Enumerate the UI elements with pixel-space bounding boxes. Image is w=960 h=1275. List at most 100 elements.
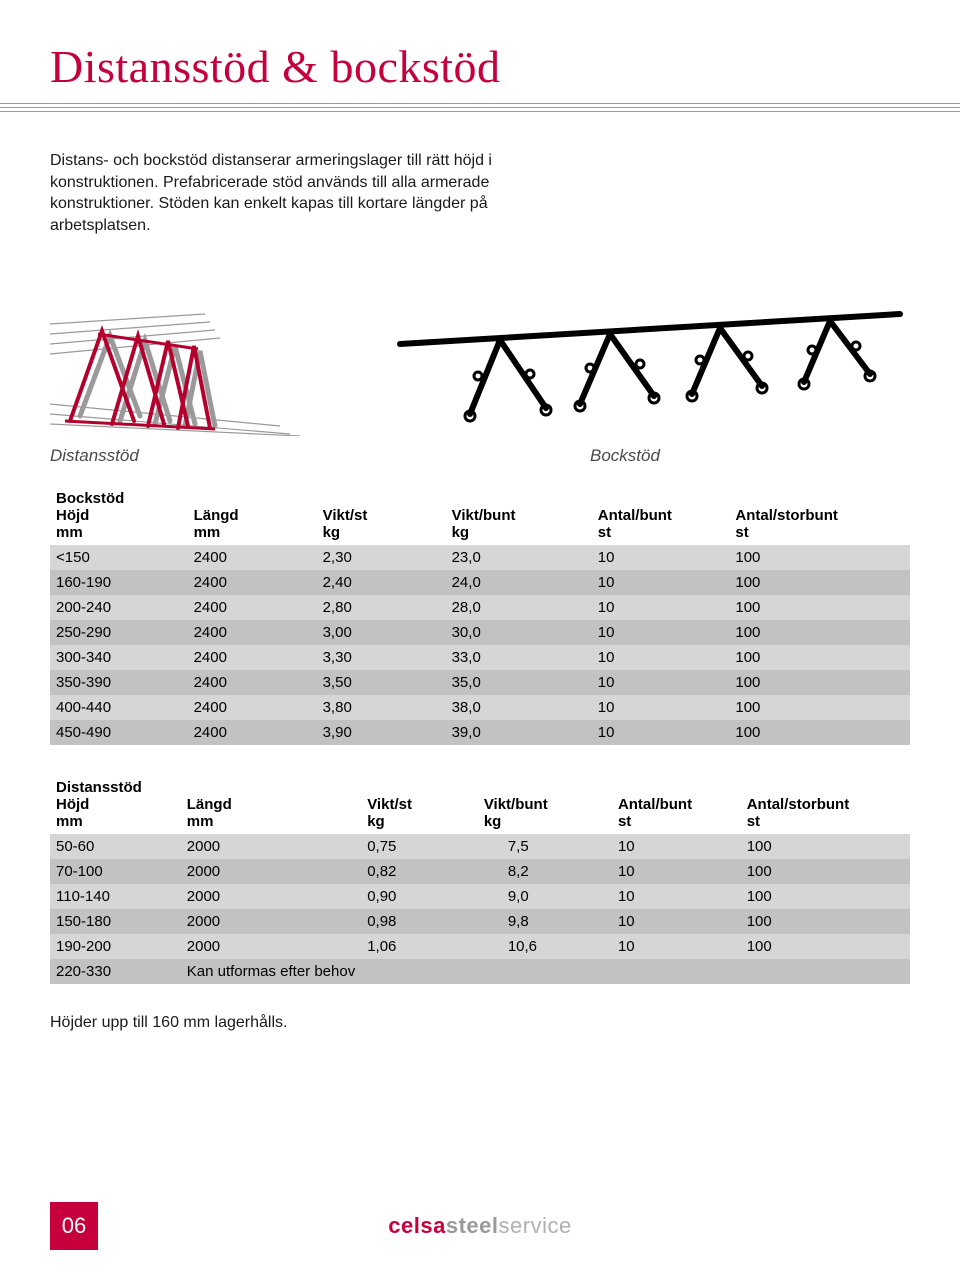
brand-part-3: service [499, 1213, 572, 1238]
table-header: Antal/buntst [612, 775, 741, 834]
table-cell: 2000 [181, 909, 361, 934]
table-header: Vikt/buntkg [478, 775, 612, 834]
table-cell: 100 [729, 620, 910, 645]
table-cell: 2400 [188, 620, 317, 645]
table-cell: 10 [592, 720, 730, 745]
table-cell: 35,0 [446, 670, 592, 695]
table-cell: 38,0 [446, 695, 592, 720]
table-header: Vikt/stkg [361, 775, 478, 834]
table-cell: 100 [729, 720, 910, 745]
table-cell: 10 [612, 859, 741, 884]
distansstod-table: DistansstödHöjdmmLängdmmVikt/stkgVikt/bu… [50, 775, 910, 984]
table-cell: 2400 [188, 570, 317, 595]
table-cell: 8,2 [478, 859, 612, 884]
table-cell: 100 [729, 570, 910, 595]
table-cell: 10,6 [478, 934, 612, 959]
table-cell: 3,30 [317, 645, 446, 670]
brand-logo: celsasteelservice [98, 1213, 960, 1239]
table-row: 450-49024003,9039,010100 [50, 720, 910, 745]
page-number: 06 [50, 1202, 98, 1250]
table-cell: 2000 [181, 934, 361, 959]
table-cell: 160-190 [50, 570, 188, 595]
table-cell: 2400 [188, 670, 317, 695]
table-cell: 24,0 [446, 570, 592, 595]
table-cell: 9,0 [478, 884, 612, 909]
table-cell: 2400 [188, 645, 317, 670]
table-row: 250-29024003,0030,010100 [50, 620, 910, 645]
table-cell: 3,00 [317, 620, 446, 645]
illustration-label-2: Bockstöd [390, 446, 660, 466]
table-cell: 50-60 [50, 834, 181, 859]
table-header: Vikt/stkg [317, 486, 446, 545]
table-cell: 100 [741, 859, 910, 884]
table-row: <15024002,3023,010100 [50, 545, 910, 570]
table-cell: 10 [612, 834, 741, 859]
bockstod-illustration [390, 296, 910, 436]
table-header: Vikt/buntkg [446, 486, 592, 545]
table-cell: 30,0 [446, 620, 592, 645]
table-cell: 10 [592, 595, 730, 620]
brand-part-2: steel [446, 1213, 499, 1238]
table-row: 200-24024002,8028,010100 [50, 595, 910, 620]
table-cell: 200-240 [50, 595, 188, 620]
table-cell: 2000 [181, 884, 361, 909]
table-row: 150-18020000,989,810100 [50, 909, 910, 934]
table-cell: 7,5 [478, 834, 612, 859]
table-row: 400-44024003,8038,010100 [50, 695, 910, 720]
table-row: 190-20020001,0610,610100 [50, 934, 910, 959]
divider-rules [50, 103, 960, 112]
table-cell [612, 959, 741, 984]
table-row: 110-14020000,909,010100 [50, 884, 910, 909]
table-cell [478, 959, 612, 984]
table-header: Antal/storbuntst [741, 775, 910, 834]
table-cell: 3,50 [317, 670, 446, 695]
table-cell: 2,80 [317, 595, 446, 620]
table-cell: 300-340 [50, 645, 188, 670]
table-header: Längdmm [188, 486, 317, 545]
brand-part-1: celsa [388, 1213, 446, 1238]
table-cell: 0,82 [361, 859, 478, 884]
table-cell: 220-330 [50, 959, 181, 984]
table-cell: 39,0 [446, 720, 592, 745]
table-cell: 10 [592, 645, 730, 670]
table-cell: 150-180 [50, 909, 181, 934]
table-header: DistansstödHöjdmm [50, 775, 181, 834]
table-cell: 2400 [188, 695, 317, 720]
table-header: Längdmm [181, 775, 361, 834]
table-row: 220-330Kan utformas efter behov [50, 959, 910, 984]
table-cell: 100 [729, 670, 910, 695]
table-cell: 100 [741, 884, 910, 909]
table-cell: 2,30 [317, 545, 446, 570]
table-cell: 10 [612, 934, 741, 959]
table-cell [741, 959, 910, 984]
table-cell: 10 [592, 545, 730, 570]
table-header: Antal/storbuntst [729, 486, 910, 545]
table-cell: 100 [741, 834, 910, 859]
table-cell: 70-100 [50, 859, 181, 884]
table-cell: 100 [729, 645, 910, 670]
table-cell: <150 [50, 545, 188, 570]
table-cell: 400-440 [50, 695, 188, 720]
table-cell: 28,0 [446, 595, 592, 620]
bockstod-table: BockstödHöjdmmLängdmmVikt/stkgVikt/buntk… [50, 486, 910, 745]
table-cell: 250-290 [50, 620, 188, 645]
table-cell: 10 [612, 909, 741, 934]
table-cell: 10 [592, 695, 730, 720]
table-header: Antal/buntst [592, 486, 730, 545]
table-cell: 3,90 [317, 720, 446, 745]
table-cell: 450-490 [50, 720, 188, 745]
table-cell: 100 [741, 909, 910, 934]
distansstod-illustration [50, 276, 310, 436]
table-cell: 10 [592, 620, 730, 645]
table-cell: 10 [592, 570, 730, 595]
table-row: 160-19024002,4024,010100 [50, 570, 910, 595]
table-cell: 10 [612, 884, 741, 909]
table-cell: 2000 [181, 834, 361, 859]
table-cell: Kan utformas efter behov [181, 959, 361, 984]
table-cell: 9,8 [478, 909, 612, 934]
table-row: 350-39024003,5035,010100 [50, 670, 910, 695]
table-cell: 190-200 [50, 934, 181, 959]
table-cell: 2400 [188, 720, 317, 745]
intro-text: Distans- och bockstöd distanserar armeri… [0, 115, 960, 236]
table-cell: 10 [592, 670, 730, 695]
